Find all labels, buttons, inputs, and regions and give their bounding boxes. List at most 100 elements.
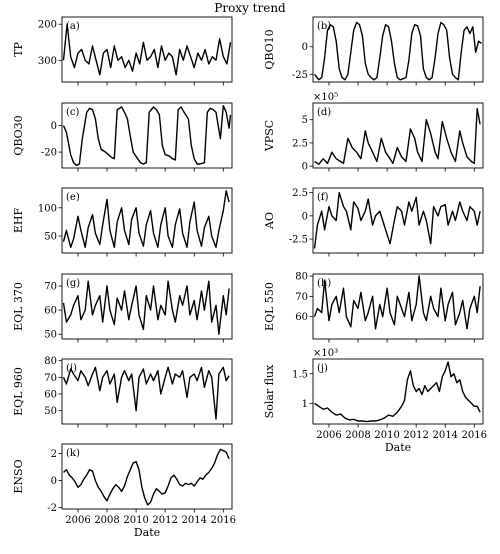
x-tick-label: 2014 — [432, 430, 457, 441]
x-tick-label: 2016 — [211, 515, 236, 526]
panel-eql-960: 50 60 70 80 (i) EQL 960 — [12, 356, 233, 428]
plot-frame — [312, 16, 484, 83]
panel-eql-550: 60 70 80 (h) EQL 550 — [263, 272, 484, 343]
y-tick-label: -25 — [292, 70, 308, 81]
panel-letter: (b) — [317, 21, 331, 32]
y-axis-label: AO — [263, 212, 276, 230]
scale-note: ×10⁵ — [313, 92, 338, 103]
x-axis-label: Date — [385, 441, 411, 454]
y-axis-label: EQL 550 — [263, 282, 276, 331]
panel-letter: (g) — [66, 278, 80, 289]
panel-qbo10: -25 0 (b) QBO10 — [263, 16, 484, 86]
panel-letter: (k) — [66, 448, 80, 459]
series-line — [314, 361, 481, 423]
x-tick-label: 2008 — [94, 515, 119, 526]
panel-letter: (h) — [317, 278, 331, 289]
panel-qbo30: -20 0 (c) QBO30 — [12, 102, 233, 172]
y-tick-label: 1 — [302, 399, 308, 410]
y-tick-label: -2.5 — [289, 235, 308, 246]
y-tick-label: -2 — [47, 503, 57, 514]
panel-solar-flux: 1 1.5 2006 2008 2010 2012 2014 2016 (j) Solar flu… — [263, 348, 487, 454]
series-line — [314, 107, 481, 166]
y-axis-label: EHF — [12, 208, 25, 234]
panel-letter: (a) — [66, 21, 80, 32]
x-tick-label: 2008 — [345, 430, 370, 441]
plot-frame — [312, 187, 484, 254]
figure-title: Proxy trend — [214, 1, 286, 15]
y-tick-label: 50 — [44, 406, 57, 417]
y-axis-label: EQL 960 — [12, 367, 25, 416]
y-tick-label: 70 — [295, 292, 308, 303]
y-tick-label: 0 — [302, 162, 308, 173]
series-line — [62, 23, 232, 76]
panel-ehf: 50 100 (e) EHF — [12, 187, 233, 257]
y-axis-label: ENSO — [12, 459, 25, 493]
series-line — [63, 448, 230, 506]
plot-frame — [61, 443, 233, 510]
series-line — [62, 366, 230, 420]
series-line — [313, 21, 482, 81]
y-axis-label: VPSC — [263, 120, 276, 152]
y-tick-label: 60 — [44, 390, 57, 401]
y-tick-label: 0 — [302, 42, 308, 53]
scale-note: ×10³ — [313, 348, 338, 359]
y-tick-label: 2.5 — [292, 188, 308, 199]
x-tick-label: 2010 — [123, 515, 148, 526]
y-axis-label: QBO10 — [263, 29, 276, 69]
panel-letter: (i) — [66, 363, 77, 374]
y-tick-label: 0 — [51, 121, 57, 132]
x-tick-label: 2010 — [374, 430, 399, 441]
panel-letter: (c) — [66, 107, 80, 118]
y-tick-label: 5 — [302, 115, 308, 126]
plot-frame — [312, 358, 484, 425]
plot-frame — [61, 273, 233, 340]
y-axis-label: Solar flux — [263, 364, 276, 418]
panel-letter: (f) — [317, 192, 329, 203]
plot-frame — [61, 102, 233, 169]
panel-tp: 200 300 (a) TP — [12, 16, 233, 86]
y-tick-label: 100 — [38, 203, 57, 214]
panel-letter: (j) — [317, 363, 328, 374]
y-axis-label: EQL 370 — [12, 282, 25, 331]
y-tick-label: 60 — [44, 306, 57, 317]
y-tick-label: 60 — [295, 312, 308, 323]
panel-enso: -2 0 2 2006 2008 2010 2012 2014 2016 (k) ENSO Date — [12, 443, 236, 539]
plot-frame — [61, 187, 233, 254]
panel-vpsc: 0 2.5 5 (d) VPSC ×10⁵ — [263, 92, 484, 173]
y-tick-label: 300 — [38, 56, 57, 67]
y-tick-label: 0 — [51, 476, 57, 487]
x-axis-label: Date — [134, 526, 160, 539]
plot-frame — [61, 16, 233, 83]
series-line — [62, 104, 232, 167]
y-tick-label: 1.5 — [292, 369, 308, 380]
panel-letter: (d) — [317, 107, 331, 118]
y-tick-label: -20 — [41, 148, 57, 159]
plot-frame — [312, 102, 484, 169]
y-tick-label: 200 — [38, 20, 57, 31]
y-tick-label: 50 — [44, 232, 57, 243]
y-tick-label: 50 — [44, 330, 57, 341]
plot-frame — [61, 358, 233, 425]
panel-ao: -2.5 0 2.5 (f) AO — [263, 187, 484, 257]
series-line — [62, 190, 230, 249]
y-tick-label: 80 — [44, 356, 57, 367]
y-tick-label: 80 — [295, 272, 308, 283]
plot-frame — [312, 273, 484, 340]
y-axis-label: TP — [12, 42, 25, 57]
series-line — [62, 280, 230, 335]
x-tick-label: 2006 — [65, 515, 90, 526]
panel-eql-370: 50 60 70 (g) EQL 370 — [12, 273, 233, 343]
x-tick-label: 2016 — [462, 430, 487, 441]
y-tick-label: 70 — [44, 373, 57, 384]
x-tick-label: 2014 — [181, 515, 206, 526]
panel-letter: (e) — [66, 192, 80, 203]
x-tick-label: 2012 — [152, 515, 177, 526]
series-line — [313, 275, 481, 330]
y-tick-label: 0 — [302, 211, 308, 222]
x-tick-label: 2012 — [403, 430, 428, 441]
y-tick-label: 2 — [51, 449, 57, 460]
y-tick-label: 70 — [44, 282, 57, 293]
y-tick-label: 2.5 — [292, 138, 308, 149]
y-axis-label: QBO30 — [12, 115, 25, 155]
